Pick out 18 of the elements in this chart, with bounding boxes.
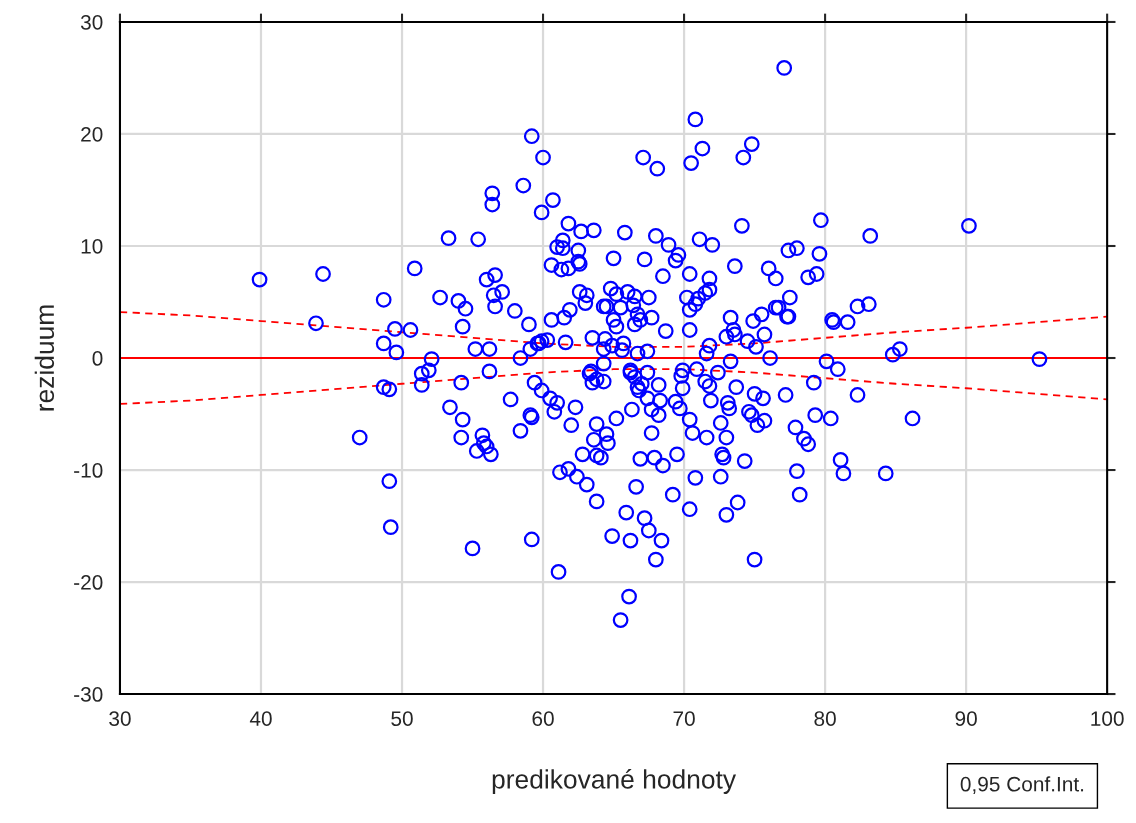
x-tick-label: 40: [249, 711, 272, 727]
y-tick-label: 10: [81, 239, 103, 254]
x-tick-label: 30: [109, 711, 131, 727]
y-tick-label: 30: [80, 14, 103, 30]
y-tick-label: -30: [74, 687, 103, 702]
y-tick-label: 0: [92, 351, 103, 366]
x-tick-label: 60: [532, 711, 554, 727]
x-tick-label: 100: [1091, 711, 1124, 727]
x-tick-label: 50: [391, 711, 413, 727]
y-tick-label: 20: [81, 126, 103, 142]
y-axis-title: reziduum: [34, 305, 55, 411]
y-tick-label: -10: [74, 463, 103, 478]
y-tick-label: -20: [74, 575, 103, 590]
x-axis-title: predikované hodnoty: [492, 769, 737, 794]
text: 0,95 Conf.Int.: [960, 776, 1084, 795]
x-tick-label: 80: [814, 711, 836, 727]
x-tick-label: 70: [673, 711, 695, 727]
x-tick-label: 90: [955, 711, 977, 727]
